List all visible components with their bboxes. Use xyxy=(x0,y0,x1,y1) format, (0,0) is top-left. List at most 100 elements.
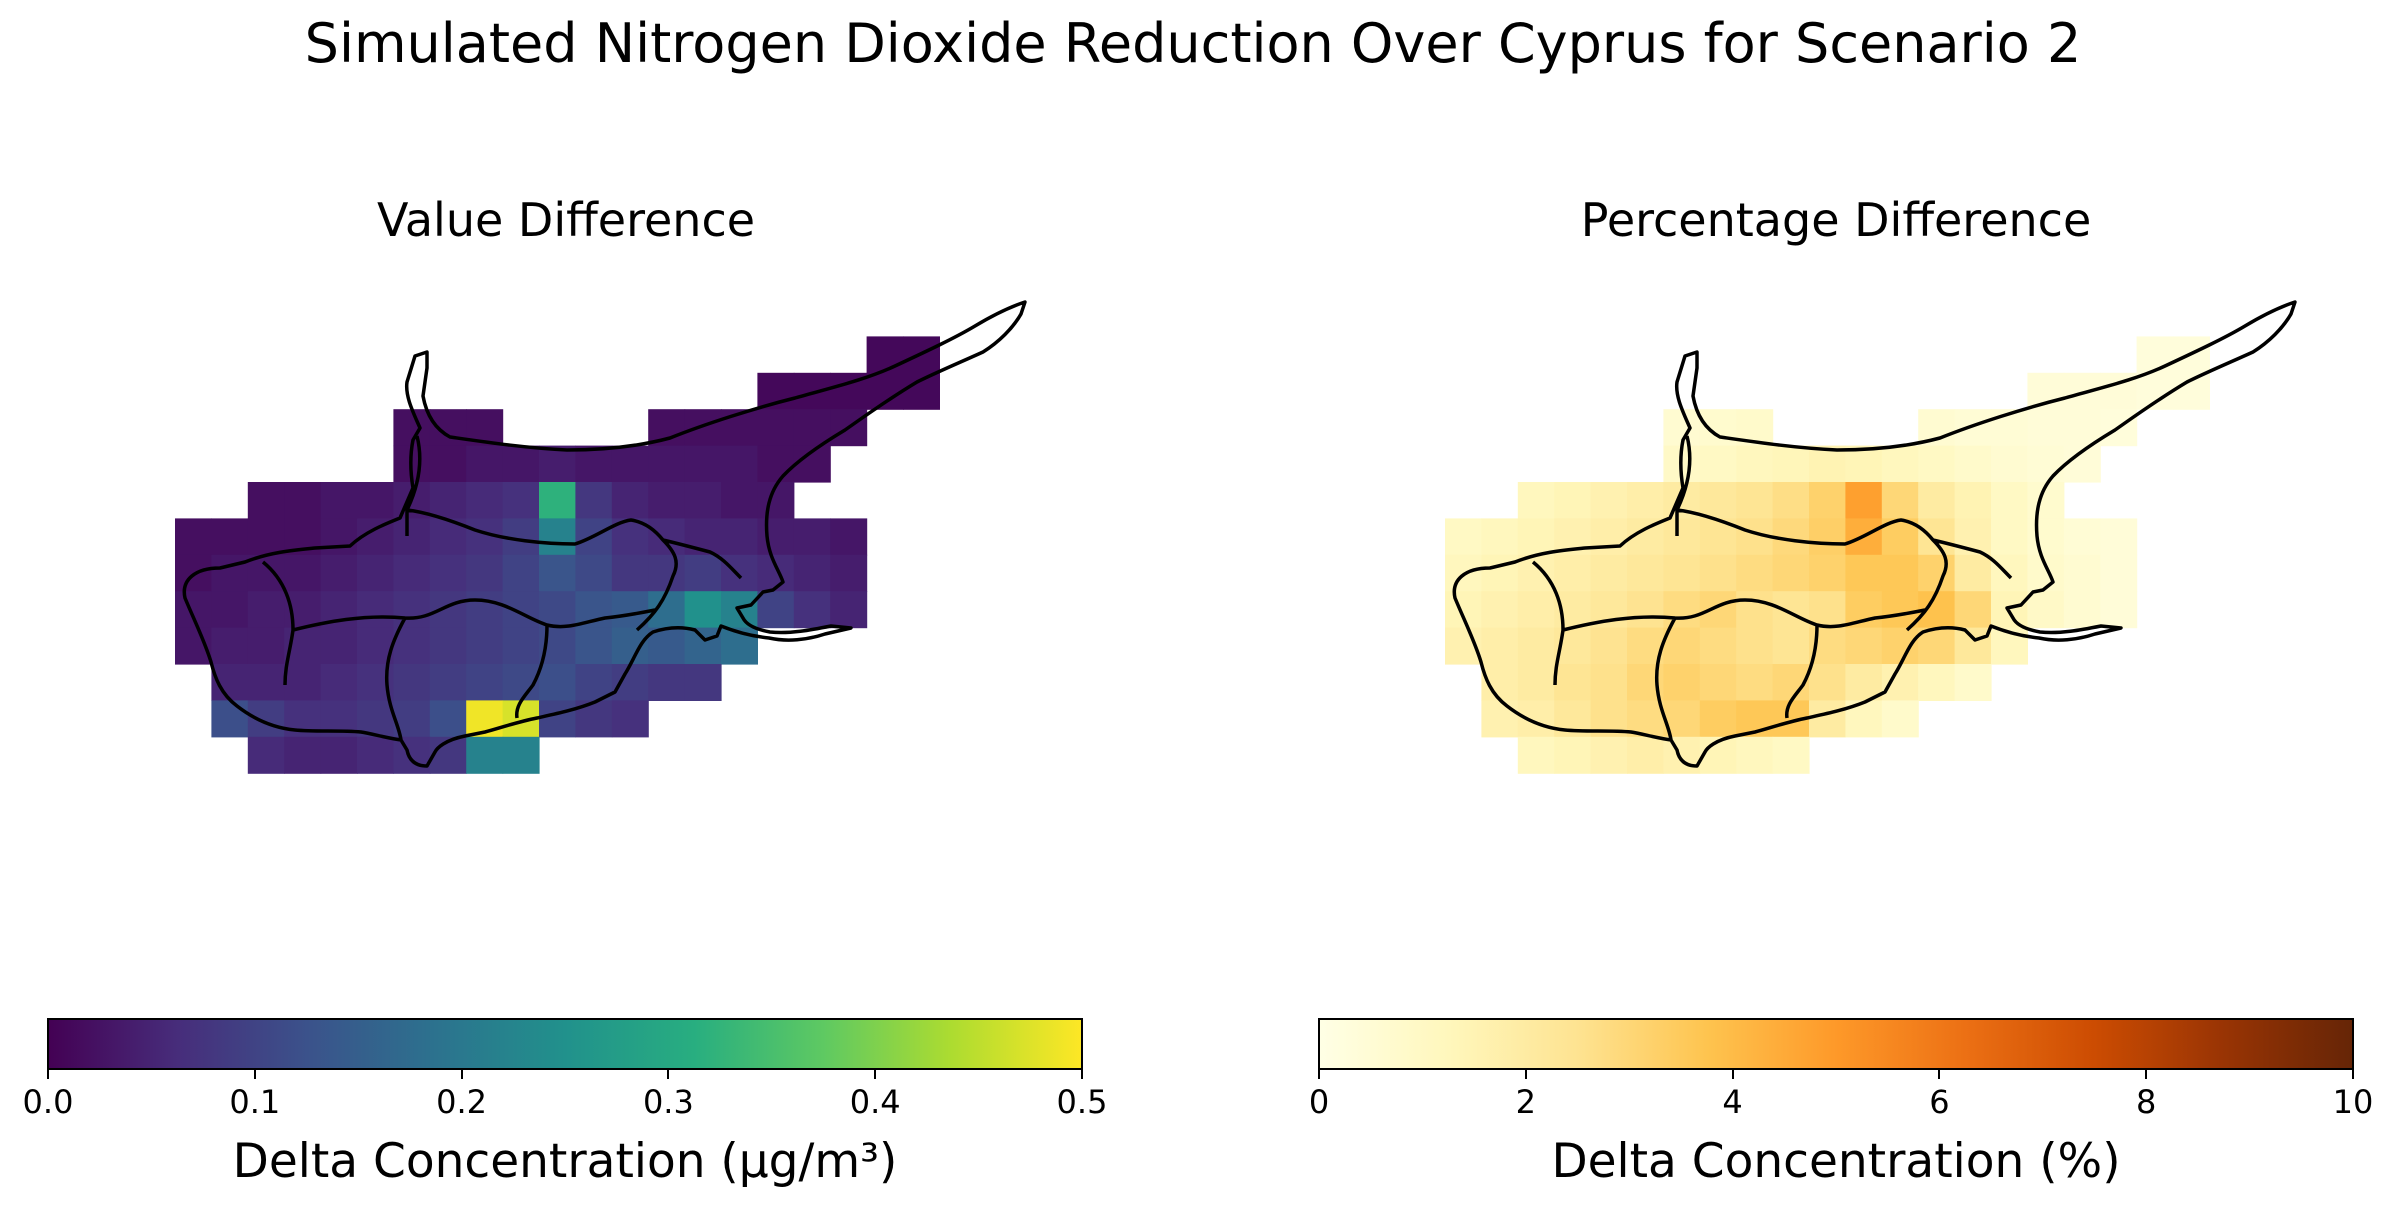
grid-cell xyxy=(466,627,504,665)
grid-cell xyxy=(1627,591,1664,629)
grid-cell xyxy=(757,409,795,447)
grid-cell xyxy=(1881,700,1919,738)
grid-cell xyxy=(1590,664,1628,701)
colorbar-tick-label: 0.1 xyxy=(229,1083,281,1121)
grid-cell xyxy=(175,518,212,556)
grid-cell xyxy=(1445,518,1482,556)
grid-cell xyxy=(1918,627,1956,665)
grid-cell xyxy=(793,591,831,629)
grid-cell xyxy=(247,591,285,629)
grid-cell xyxy=(1991,409,2028,447)
grid-cell xyxy=(1991,482,2028,519)
grid-cell xyxy=(2100,591,2138,629)
grid-cell xyxy=(1809,445,1846,483)
colorbar-tick-label: 4 xyxy=(1722,1083,1743,1121)
grid-cell xyxy=(502,627,540,665)
grid-cell xyxy=(2027,591,2065,629)
colorbar-tick-mark xyxy=(460,1070,463,1079)
grid-cell xyxy=(1517,554,1555,592)
grid-cell xyxy=(247,518,285,556)
colorbar-tick-label: 6 xyxy=(1929,1083,1950,1121)
grid-cell xyxy=(1699,627,1737,665)
grid-cell xyxy=(611,627,649,665)
grid-cell xyxy=(1663,736,1701,774)
grid-cell xyxy=(1809,700,1846,738)
grid-cell xyxy=(1517,627,1555,665)
grid-cell xyxy=(284,736,322,774)
grid-cell xyxy=(320,627,358,665)
grid-cell xyxy=(539,554,576,592)
grid-cell xyxy=(757,445,795,483)
grid-cell xyxy=(539,664,576,701)
grid-cell xyxy=(393,591,431,629)
grid-cell xyxy=(502,736,540,774)
grid-cell xyxy=(1517,591,1555,629)
grid-cell xyxy=(466,554,504,592)
grid-cell xyxy=(429,591,467,629)
grid-cell xyxy=(1954,627,1992,665)
grid-cell xyxy=(393,736,431,774)
grid-cell xyxy=(429,554,467,592)
grid-cell xyxy=(466,445,504,483)
grid-cell xyxy=(1736,445,1774,483)
cyprus-outline xyxy=(1452,300,2297,768)
grid-cell xyxy=(429,627,467,665)
grid-cell xyxy=(175,591,212,629)
colorbar-tick-label: 0.3 xyxy=(642,1083,694,1121)
grid-cell xyxy=(1954,591,1992,629)
grid-cell xyxy=(393,664,431,701)
grid-cell xyxy=(1918,664,1956,701)
grid-cell xyxy=(2063,591,2101,629)
grid-cell xyxy=(2027,409,2065,447)
grid-cell xyxy=(1918,518,1956,556)
grid-cell xyxy=(793,518,831,556)
grid-cell xyxy=(721,482,758,519)
grid-cell xyxy=(866,336,904,374)
colorbar-tick-label: 0.0 xyxy=(22,1083,74,1121)
grid-cell xyxy=(2027,445,2065,483)
grid-cell xyxy=(611,445,649,483)
grid-cell xyxy=(1954,664,1992,701)
grid-cell xyxy=(539,445,576,483)
grid-cell xyxy=(830,591,868,629)
grid-cell xyxy=(648,664,686,701)
grid-cell xyxy=(1772,482,1810,519)
grid-cell xyxy=(539,482,576,519)
value-difference-map xyxy=(175,300,1027,774)
grid-cell xyxy=(1445,591,1482,629)
grid-cell xyxy=(684,409,722,447)
grid-cell xyxy=(1991,518,2028,556)
panel-title-percentage: Percentage Difference xyxy=(1580,193,2092,247)
colorbar-tick-mark xyxy=(1938,1070,1941,1079)
grid-cell xyxy=(1881,445,1919,483)
grid-cell xyxy=(1845,554,1883,592)
grid-cell xyxy=(684,445,722,483)
grid-cell xyxy=(1954,554,1992,592)
grid-cell xyxy=(1991,445,2028,483)
grid-cell xyxy=(1809,482,1846,519)
grid-cell xyxy=(2063,554,2101,592)
grid-cell xyxy=(211,554,249,592)
grid-cell xyxy=(1809,554,1846,592)
grid-cell xyxy=(429,482,467,519)
grid-cell xyxy=(611,664,649,701)
grid-cell xyxy=(648,518,686,556)
grid-cell xyxy=(1809,591,1846,629)
grid-cell xyxy=(502,591,540,629)
grid-cell xyxy=(2100,554,2138,592)
grid-cell xyxy=(1554,736,1592,774)
colorbar-tick-mark xyxy=(667,1070,670,1079)
grid-cell xyxy=(1845,482,1883,519)
grid-cell xyxy=(648,554,686,592)
grid-cell xyxy=(684,664,722,701)
grid-cell xyxy=(721,445,758,483)
grid-cell xyxy=(1954,409,1992,447)
grid-cell xyxy=(1845,627,1883,665)
grid-cell xyxy=(2027,518,2065,556)
colorbar-tick-label: 2 xyxy=(1515,1083,1536,1121)
grid-cell xyxy=(2063,518,2101,556)
grid-cell xyxy=(1554,482,1592,519)
grid-cell xyxy=(611,700,649,738)
colorbar-tick-mark xyxy=(1731,1070,1734,1079)
grid-cell xyxy=(284,482,322,519)
